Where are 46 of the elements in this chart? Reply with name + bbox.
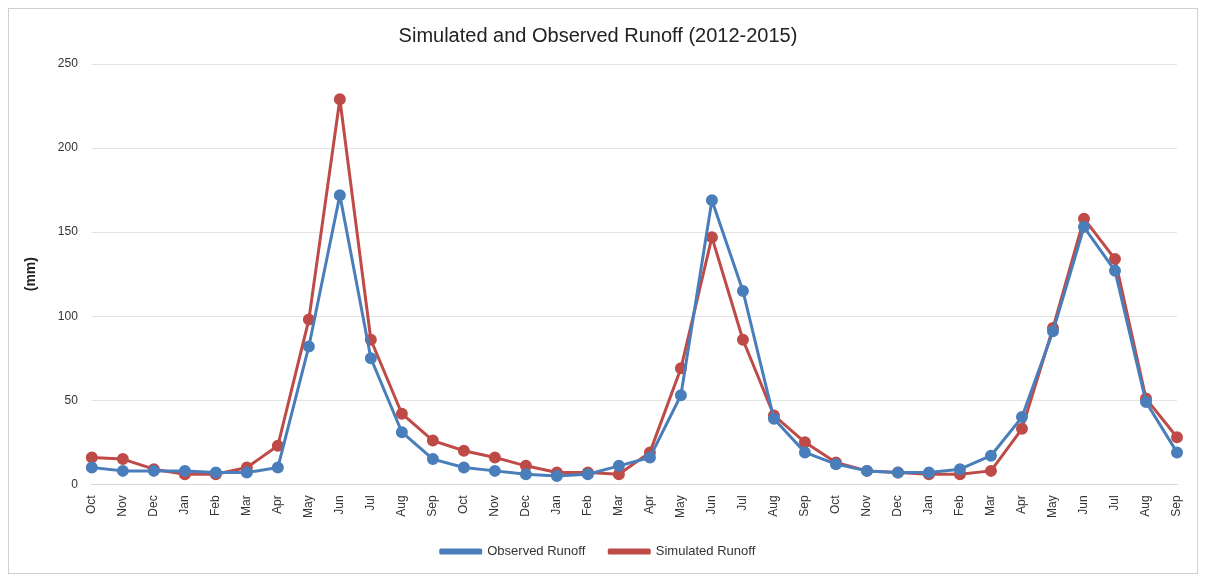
y-tick-label: 150 — [57, 224, 79, 239]
x-tick-label: Jan — [921, 495, 936, 515]
x-tick-label: Jul — [363, 495, 378, 511]
x-tick-label: May — [1045, 495, 1060, 518]
x-tick-label: Jun — [1076, 495, 1091, 515]
legend-label: Simulated Runoff — [655, 543, 756, 559]
y-tick-label: 100 — [57, 308, 79, 323]
x-tick-label: Jul — [1107, 495, 1122, 511]
y-tick-label: 200 — [57, 140, 79, 155]
x-tick-label: Dec — [518, 495, 533, 517]
x-tick-label: Jan — [549, 495, 564, 515]
x-tick-label: Feb — [208, 495, 223, 517]
x-tick-label: Nov — [487, 495, 502, 517]
x-tick-label: Jun — [704, 495, 719, 515]
y-axis-title: (mm) — [22, 257, 39, 292]
x-tick-label: Aug — [394, 495, 409, 517]
x-tick-label: Oct — [456, 494, 471, 514]
x-tick-label: Sep — [425, 495, 440, 517]
y-tick-label: 50 — [64, 392, 79, 407]
x-tick-label: Oct — [828, 494, 843, 514]
legend-label: Observed Runoff — [487, 543, 586, 559]
x-tick-label: Aug — [766, 495, 781, 517]
x-tick-label: Mar — [239, 495, 254, 516]
x-tick-label: Dec — [890, 495, 905, 517]
x-tick-label: Jul — [735, 495, 750, 511]
x-tick-label: Sep — [797, 495, 812, 517]
x-tick-label: Nov — [859, 495, 874, 517]
x-tick-label: Jun — [332, 495, 347, 515]
x-tick-label: Nov — [115, 495, 130, 517]
x-tick-label: Mar — [983, 495, 998, 516]
x-tick-label: Dec — [146, 495, 161, 517]
y-tick-label: 0 — [71, 476, 79, 491]
x-tick-label: Feb — [580, 495, 595, 517]
x-tick-label: Apr — [1014, 495, 1029, 515]
x-tick-label: Sep — [1169, 495, 1184, 517]
chart-title: Simulated and Observed Runoff (2012-2015) — [398, 23, 798, 46]
x-tick-label: May — [673, 495, 688, 518]
x-tick-label: Apr — [270, 495, 285, 515]
x-tick-label: Aug — [1138, 495, 1153, 517]
y-tick-label: 250 — [57, 56, 79, 71]
x-tick-label: Oct — [84, 494, 99, 514]
x-tick-label: May — [301, 495, 316, 518]
x-tick-label: Apr — [642, 495, 657, 515]
x-tick-label: Jan — [177, 495, 192, 515]
x-tick-label: Mar — [611, 495, 626, 516]
x-tick-label: Feb — [952, 495, 967, 517]
